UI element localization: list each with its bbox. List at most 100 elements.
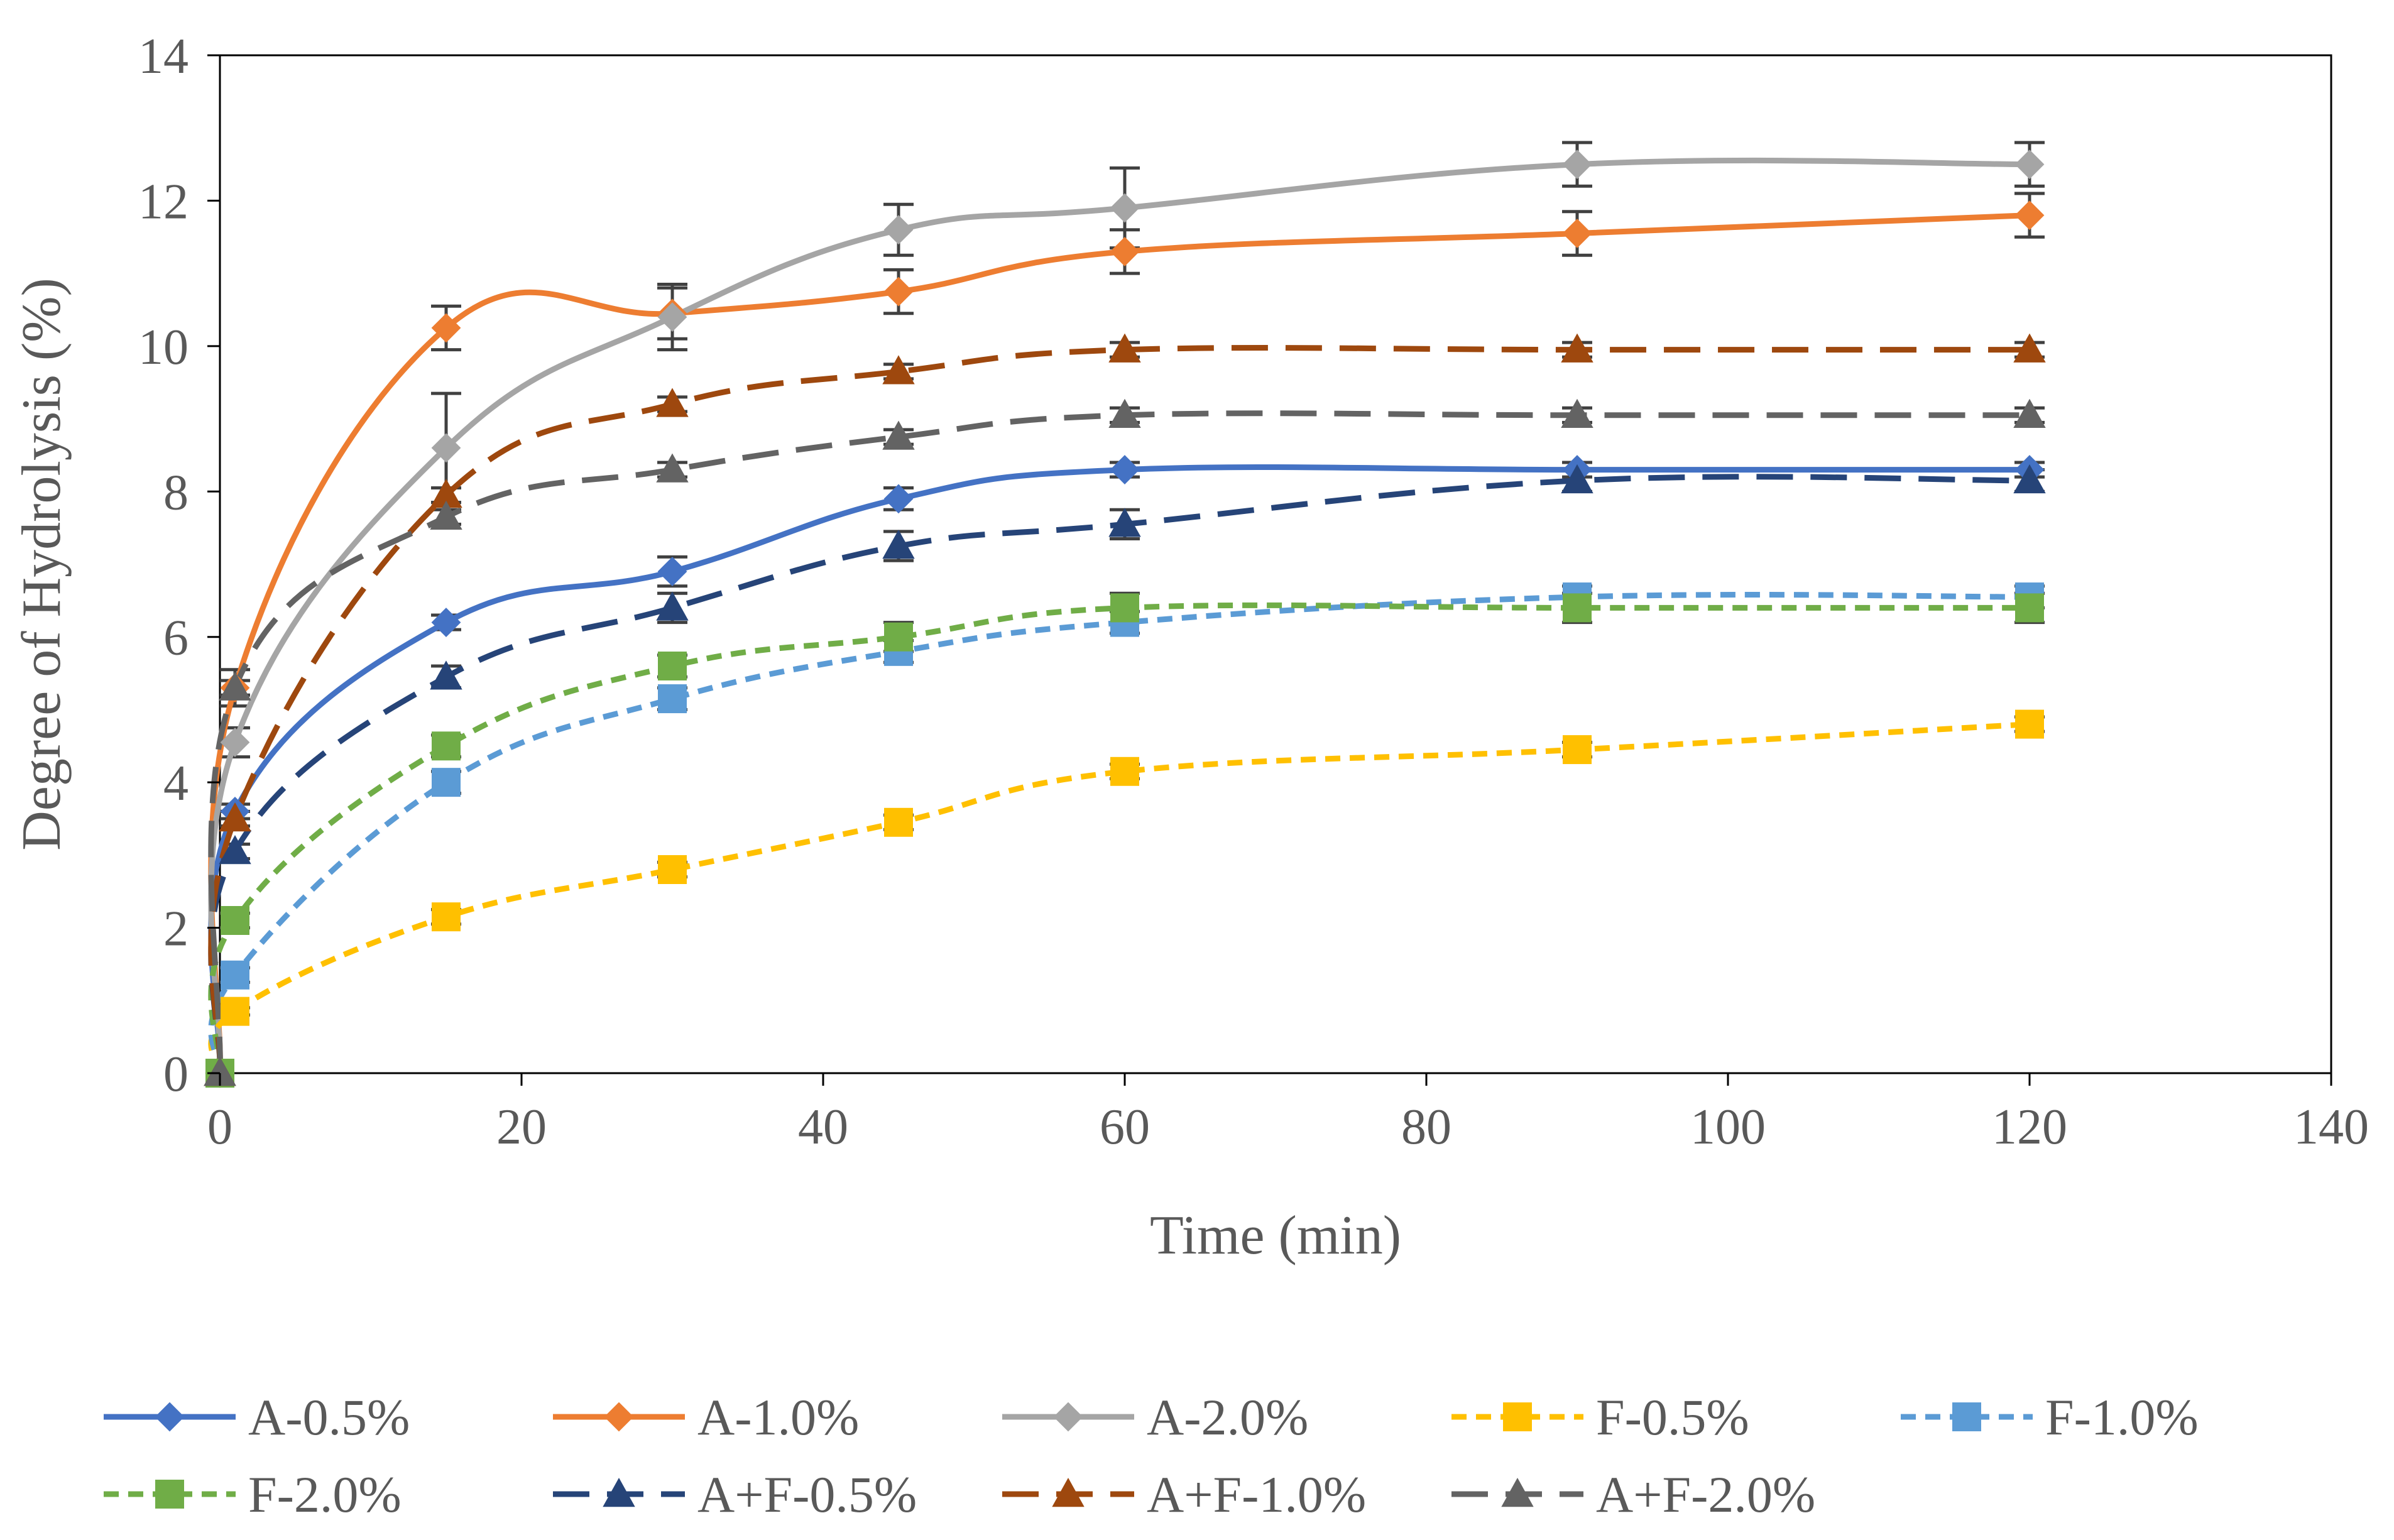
y-tick-label: 2 (163, 902, 189, 957)
data-point-a-plus-f-0-5pct (219, 835, 251, 865)
data-point-a-plus-f-1-0pct (2013, 333, 2046, 363)
data-point-f-1-0pct (432, 768, 461, 797)
data-point-a-2-0pct (220, 728, 250, 757)
data-point-f-2-0pct (658, 652, 687, 680)
data-point-f-2-0pct (2015, 593, 2044, 623)
data-point-a-2-0pct (431, 433, 461, 463)
legend-marker-a-plus-f-1-0pct (1052, 1477, 1085, 1507)
y-tick-label: 6 (163, 611, 189, 666)
data-point-f-2-0pct (221, 906, 249, 935)
data-point-a-plus-f-1-0pct (882, 355, 915, 385)
legend-label-a-0-5pct: A-0.5% (248, 1389, 410, 1446)
legend-item-f-0-5pct: F-0.5% (1451, 1389, 1749, 1446)
series-line-a-plus-f-1-0pct (208, 345, 2030, 1074)
series-line-f-1-0pct (208, 592, 2030, 1074)
data-point-f-2-0pct (432, 731, 461, 761)
data-point-f-0-5pct (221, 997, 249, 1026)
legend-label-a-plus-f-1-0pct: A+F-1.0% (1147, 1466, 1366, 1523)
legend-item-a-plus-f-2-0pct: A+F-2.0% (1451, 1466, 1815, 1523)
markers-layer (204, 150, 2046, 1088)
data-point-a-plus-f-1-0pct (1561, 333, 1593, 363)
plot-area-frame (219, 54, 2332, 1074)
error-bars-layer (220, 141, 2045, 1017)
series-line-a-plus-f-2-0pct (208, 410, 2030, 1074)
data-point-a-1-0pct (2014, 200, 2045, 230)
legend-label-a-plus-f-2-0pct: A+F-2.0% (1596, 1466, 1815, 1523)
legend-label-a-2-0pct: A-2.0% (1147, 1389, 1308, 1446)
series-line-f-2-0pct (208, 602, 2030, 1074)
legend-item-a-plus-f-0-5pct: A+F-0.5% (553, 1466, 917, 1523)
data-point-a-plus-f-2-0pct (430, 500, 462, 530)
x-tick-label: 60 (1100, 1100, 1150, 1155)
y-tick-label: 12 (138, 174, 189, 229)
legend-item-a-1-0pct: A-1.0% (553, 1389, 859, 1446)
x-tick-label: 20 (496, 1100, 547, 1155)
data-point-a-plus-f-2-0pct (882, 420, 915, 450)
legend-item-a-2-0pct: A-2.0% (1002, 1389, 1308, 1446)
data-point-a-plus-f-1-0pct (1108, 333, 1141, 363)
data-point-f-0-5pct (2015, 709, 2044, 739)
legend-label-a-plus-f-0-5pct: A+F-0.5% (697, 1466, 917, 1523)
legend-marker-a-0-5pct (155, 1402, 185, 1432)
data-point-f-2-0pct (1563, 593, 1592, 623)
data-point-a-plus-f-1-0pct (656, 388, 689, 417)
legend-marker-f-1-0pct (1952, 1402, 1981, 1431)
data-point-a-0-5pct (657, 557, 687, 586)
x-tick-label: 0 (207, 1100, 232, 1155)
legend-label-a-1-0pct: A-1.0% (697, 1389, 859, 1446)
legend-marker-a-1-0pct (604, 1402, 634, 1432)
legend-marker-a-2-0pct (1053, 1402, 1083, 1432)
data-point-f-0-5pct (884, 807, 913, 837)
y-tick-label: 10 (138, 320, 189, 375)
data-point-a-plus-f-0-5pct (656, 591, 689, 621)
data-point-a-0-5pct (431, 608, 461, 637)
data-point-a-0-5pct (883, 484, 914, 514)
data-point-a-plus-f-2-0pct (219, 671, 251, 701)
legend-label-f-1-0pct: F-1.0% (2045, 1389, 2199, 1446)
data-point-f-0-5pct (658, 855, 687, 884)
legend-marker-a-plus-f-2-0pct (1501, 1477, 1534, 1507)
data-point-a-plus-f-2-0pct (1108, 398, 1141, 428)
data-point-a-1-0pct (431, 313, 461, 343)
data-point-f-0-5pct (1110, 756, 1139, 786)
data-point-a-plus-f-0-5pct (1561, 464, 1593, 494)
data-point-a-2-0pct (657, 302, 687, 332)
x-tick-label: 40 (798, 1100, 848, 1155)
data-point-a-1-0pct (883, 276, 914, 307)
data-point-a-plus-f-0-5pct (2013, 464, 2046, 494)
legend-marker-f-0-5pct (1503, 1402, 1532, 1431)
y-tick-label: 0 (163, 1047, 189, 1102)
data-point-a-plus-f-2-0pct (1561, 398, 1593, 428)
data-point-a-2-0pct (1110, 193, 1140, 223)
data-point-f-2-0pct (1110, 593, 1139, 623)
data-point-a-plus-f-2-0pct (656, 453, 689, 483)
x-tick-label: 80 (1401, 1100, 1451, 1155)
legend-item-f-2-0pct: F-2.0% (104, 1466, 402, 1523)
y-axis-title: Degree of Hydrolysis (%) (11, 278, 72, 851)
data-point-a-2-0pct (1562, 150, 1592, 179)
y-tick-label: 4 (163, 756, 189, 811)
data-point-a-plus-f-0-5pct (1108, 508, 1141, 537)
series-line-a-plus-f-0-5pct (208, 474, 2030, 1074)
legend-marker-f-2-0pct (155, 1480, 184, 1509)
data-point-a-2-0pct (2014, 150, 2045, 179)
data-point-a-0-5pct (1110, 455, 1140, 484)
data-point-a-plus-f-2-0pct (2013, 398, 2046, 428)
data-point-a-1-0pct (1110, 237, 1140, 266)
data-point-a-plus-f-0-5pct (882, 530, 915, 559)
data-point-f-0-5pct (432, 902, 461, 932)
legend-label-f-0-5pct: F-0.5% (1596, 1389, 1749, 1446)
legend-label-f-2-0pct: F-2.0% (248, 1466, 402, 1523)
data-point-a-plus-f-1-0pct (219, 802, 251, 832)
y-tick-label: 14 (138, 29, 189, 84)
legend: A-0.5% A-1.0% A-2.0% F-0.5% F-1.0% F-2.0% A+F-… (104, 1389, 2199, 1523)
data-point-f-2-0pct (884, 622, 913, 652)
x-axis-title: Time (min) (1150, 1205, 1401, 1266)
data-point-a-2-0pct (883, 215, 914, 245)
x-tick-label: 120 (1992, 1100, 2067, 1155)
y-tick-label: 8 (163, 465, 189, 520)
legend-item-a-plus-f-1-0pct: A+F-1.0% (1002, 1466, 1366, 1523)
x-tick-label: 140 (2293, 1100, 2369, 1155)
